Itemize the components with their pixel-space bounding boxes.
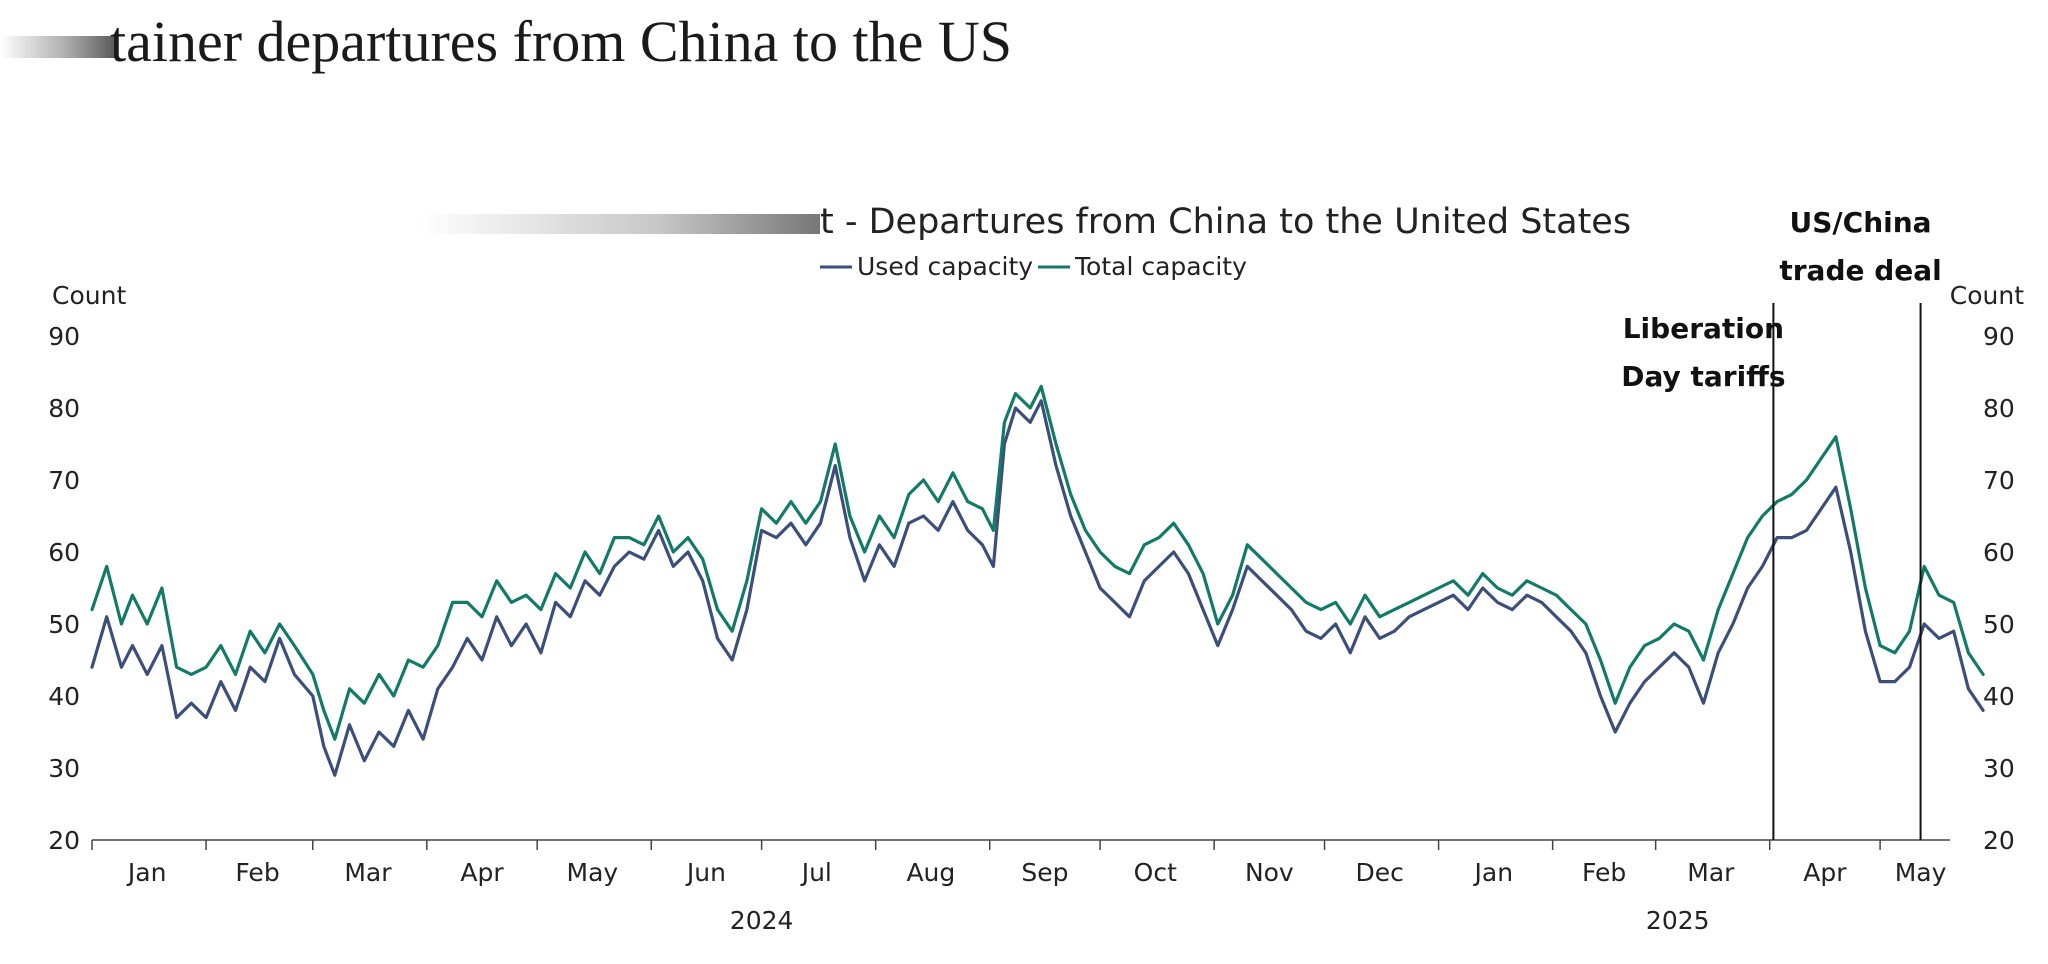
x-tick-label: Jan	[1473, 858, 1514, 887]
y-tick-label-left: 50	[48, 610, 80, 639]
series-line-total-capacity	[90, 384, 1985, 741]
y-axis-right-ticks: 20 30 40 50 60 70 80 90	[1983, 322, 2015, 855]
x-tick-label: Jun	[685, 858, 726, 887]
trade-deal-label-line-1: US/China	[1790, 206, 1932, 239]
trade-deal-label-line-2: trade deal	[1779, 254, 1941, 287]
subtitle-fade-overlay	[420, 214, 820, 234]
series-lines	[90, 384, 1985, 777]
y-tick-label-left: 20	[48, 826, 80, 855]
y-tick-label-right: 60	[1983, 538, 2015, 567]
y-tick-label-left: 90	[48, 322, 80, 351]
x-tick-label: May	[567, 858, 619, 887]
x-axis-ticks	[91, 840, 1881, 850]
y-tick-label-left: 70	[48, 466, 80, 495]
legend-label-total: Total capacity	[1074, 252, 1247, 281]
x-tick-label: Apr	[460, 858, 504, 887]
x-year-label: 2024	[730, 906, 794, 935]
event-annotations: Liberation Day tariffs US/China trade deal	[1621, 206, 1942, 840]
x-axis-month-labels: Jan Feb Mar Apr May Jun Jul Aug Sep Oct Nov Dec Jan F…	[126, 858, 1947, 887]
x-tick-label: Oct	[1134, 858, 1177, 887]
series-line-used-capacity	[90, 399, 1985, 777]
liberation-day-label-line-2: Day tariffs	[1621, 360, 1785, 393]
legend: Used capacity Total capacity	[820, 252, 1247, 281]
x-tick-label: Dec	[1356, 858, 1404, 887]
x-tick-label: Mar	[344, 858, 392, 887]
x-axis-year-labels: 2024 2025	[730, 906, 1710, 935]
x-tick-label: Jan	[126, 858, 167, 887]
x-tick-label: Apr	[1803, 858, 1847, 887]
x-tick-label: Feb	[1582, 858, 1626, 887]
page-title: tainer departures from China to the US	[110, 9, 1012, 74]
y-axis-left-ticks: 20 30 40 50 60 70 80 90	[48, 322, 80, 855]
y-tick-label-left: 80	[48, 394, 80, 423]
x-tick-label: Jul	[800, 858, 832, 887]
y-axis-title-left: Count	[52, 281, 126, 310]
title-fade-overlay	[0, 36, 118, 58]
y-tick-label-left: 40	[48, 682, 80, 711]
liberation-day-label-line-1: Liberation	[1623, 312, 1784, 345]
x-tick-label: Feb	[235, 858, 279, 887]
legend-label-used: Used capacity	[857, 252, 1033, 281]
y-tick-label-right: 30	[1983, 754, 2015, 783]
x-tick-label: Aug	[906, 858, 955, 887]
x-tick-label: Nov	[1245, 858, 1294, 887]
y-axis-title-right: Count	[1950, 281, 2024, 310]
x-tick-label: May	[1895, 858, 1947, 887]
y-tick-label-right: 40	[1983, 682, 2015, 711]
chart-title: t - Departures from China to the United …	[820, 202, 1631, 242]
x-tick-label: Sep	[1021, 858, 1068, 887]
y-tick-label-right: 90	[1983, 322, 2015, 351]
y-tick-label-right: 80	[1983, 394, 2015, 423]
y-tick-label-right: 70	[1983, 466, 2015, 495]
y-tick-label-right: 50	[1983, 610, 2015, 639]
x-tick-label: Mar	[1687, 858, 1735, 887]
y-tick-label-left: 60	[48, 538, 80, 567]
y-tick-label-left: 30	[48, 754, 80, 783]
x-year-label: 2025	[1646, 906, 1710, 935]
y-tick-label-right: 20	[1983, 826, 2015, 855]
